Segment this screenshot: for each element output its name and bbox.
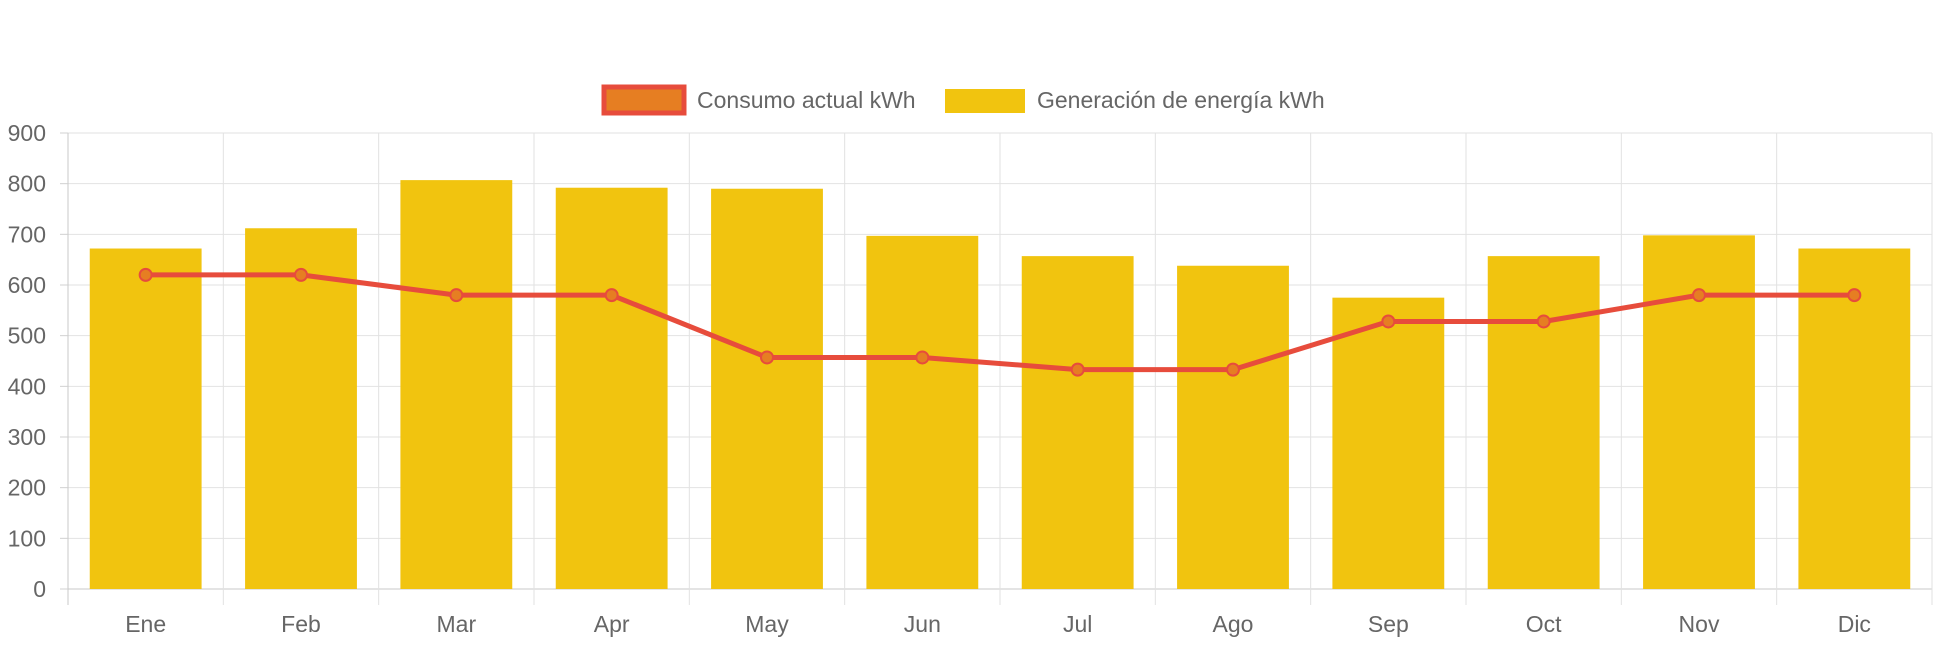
point-consumo-dic[interactable]: [1847, 288, 1862, 303]
x-tick-label: Oct: [1526, 611, 1562, 637]
legend-swatch-consumo: [601, 84, 687, 116]
y-tick-label: 100: [8, 525, 46, 551]
x-tick-label: Feb: [281, 611, 321, 637]
point-consumo-jul[interactable]: [1070, 362, 1085, 377]
point-consumo-apr[interactable]: [604, 288, 619, 303]
x-tick-label: Dic: [1838, 611, 1871, 637]
legend[interactable]: Consumo actual kWh Generación de energía…: [601, 84, 1325, 116]
point-consumo-jun[interactable]: [915, 350, 930, 365]
y-tick-label: 0: [33, 576, 46, 602]
point-consumo-ene[interactable]: [138, 267, 153, 282]
line-consumo: [143, 272, 1857, 373]
bar-series: [89, 180, 1911, 589]
x-tick-label: Jul: [1063, 611, 1092, 637]
y-tick-label: 800: [8, 171, 46, 197]
bar-apr[interactable]: [555, 187, 668, 589]
x-tick-label: Ene: [125, 611, 166, 637]
x-tick-label: Ago: [1213, 611, 1254, 637]
point-consumo-feb[interactable]: [294, 267, 308, 282]
bar-ene[interactable]: [89, 248, 202, 589]
x-tick-label: Apr: [594, 611, 630, 637]
y-tick-label: 200: [8, 475, 46, 501]
y-tick-label: 300: [8, 424, 46, 450]
y-tick-label: 700: [8, 221, 46, 247]
point-consumo-oct[interactable]: [1536, 314, 1551, 329]
y-tick-label: 900: [8, 120, 46, 146]
bar-ago[interactable]: [1177, 265, 1289, 589]
bar-jul[interactable]: [1021, 256, 1134, 589]
legend-swatch-generacion: [945, 89, 1025, 113]
line-series: [138, 267, 1862, 377]
bar-feb[interactable]: [245, 228, 357, 589]
point-consumo-mar[interactable]: [449, 288, 464, 303]
bar-mar[interactable]: [400, 180, 513, 589]
bar-oct[interactable]: [1487, 256, 1600, 589]
legend-label-generacion: Generación de energía kWh: [1037, 87, 1325, 113]
bar-sep[interactable]: [1332, 297, 1445, 589]
point-consumo-sep[interactable]: [1381, 314, 1396, 329]
x-tick-label: Jun: [904, 611, 941, 637]
legend-item-generacion[interactable]: Generación de energía kWh: [945, 87, 1325, 113]
x-tick-label: Nov: [1679, 611, 1720, 637]
bar-may[interactable]: [711, 188, 823, 589]
bar-jun[interactable]: [866, 235, 979, 589]
y-tick-label: 400: [8, 373, 46, 399]
y-tick-label: 600: [8, 272, 46, 298]
point-consumo-nov[interactable]: [1692, 288, 1706, 303]
legend-item-consumo[interactable]: Consumo actual kWh: [601, 84, 916, 116]
x-tick-label: Mar: [437, 611, 477, 637]
x-tick-label: Sep: [1368, 611, 1409, 637]
bar-dic[interactable]: [1798, 248, 1911, 589]
y-tick-label: 500: [8, 323, 46, 349]
point-consumo-may[interactable]: [760, 350, 774, 365]
legend-label-consumo: Consumo actual kWh: [697, 87, 916, 113]
axes: 0 100 200 300 400 500 600 700 800 900 Ene Feb Mar Apr…: [8, 120, 1871, 637]
x-tick-label: May: [745, 611, 789, 637]
point-consumo-ago[interactable]: [1226, 362, 1240, 377]
